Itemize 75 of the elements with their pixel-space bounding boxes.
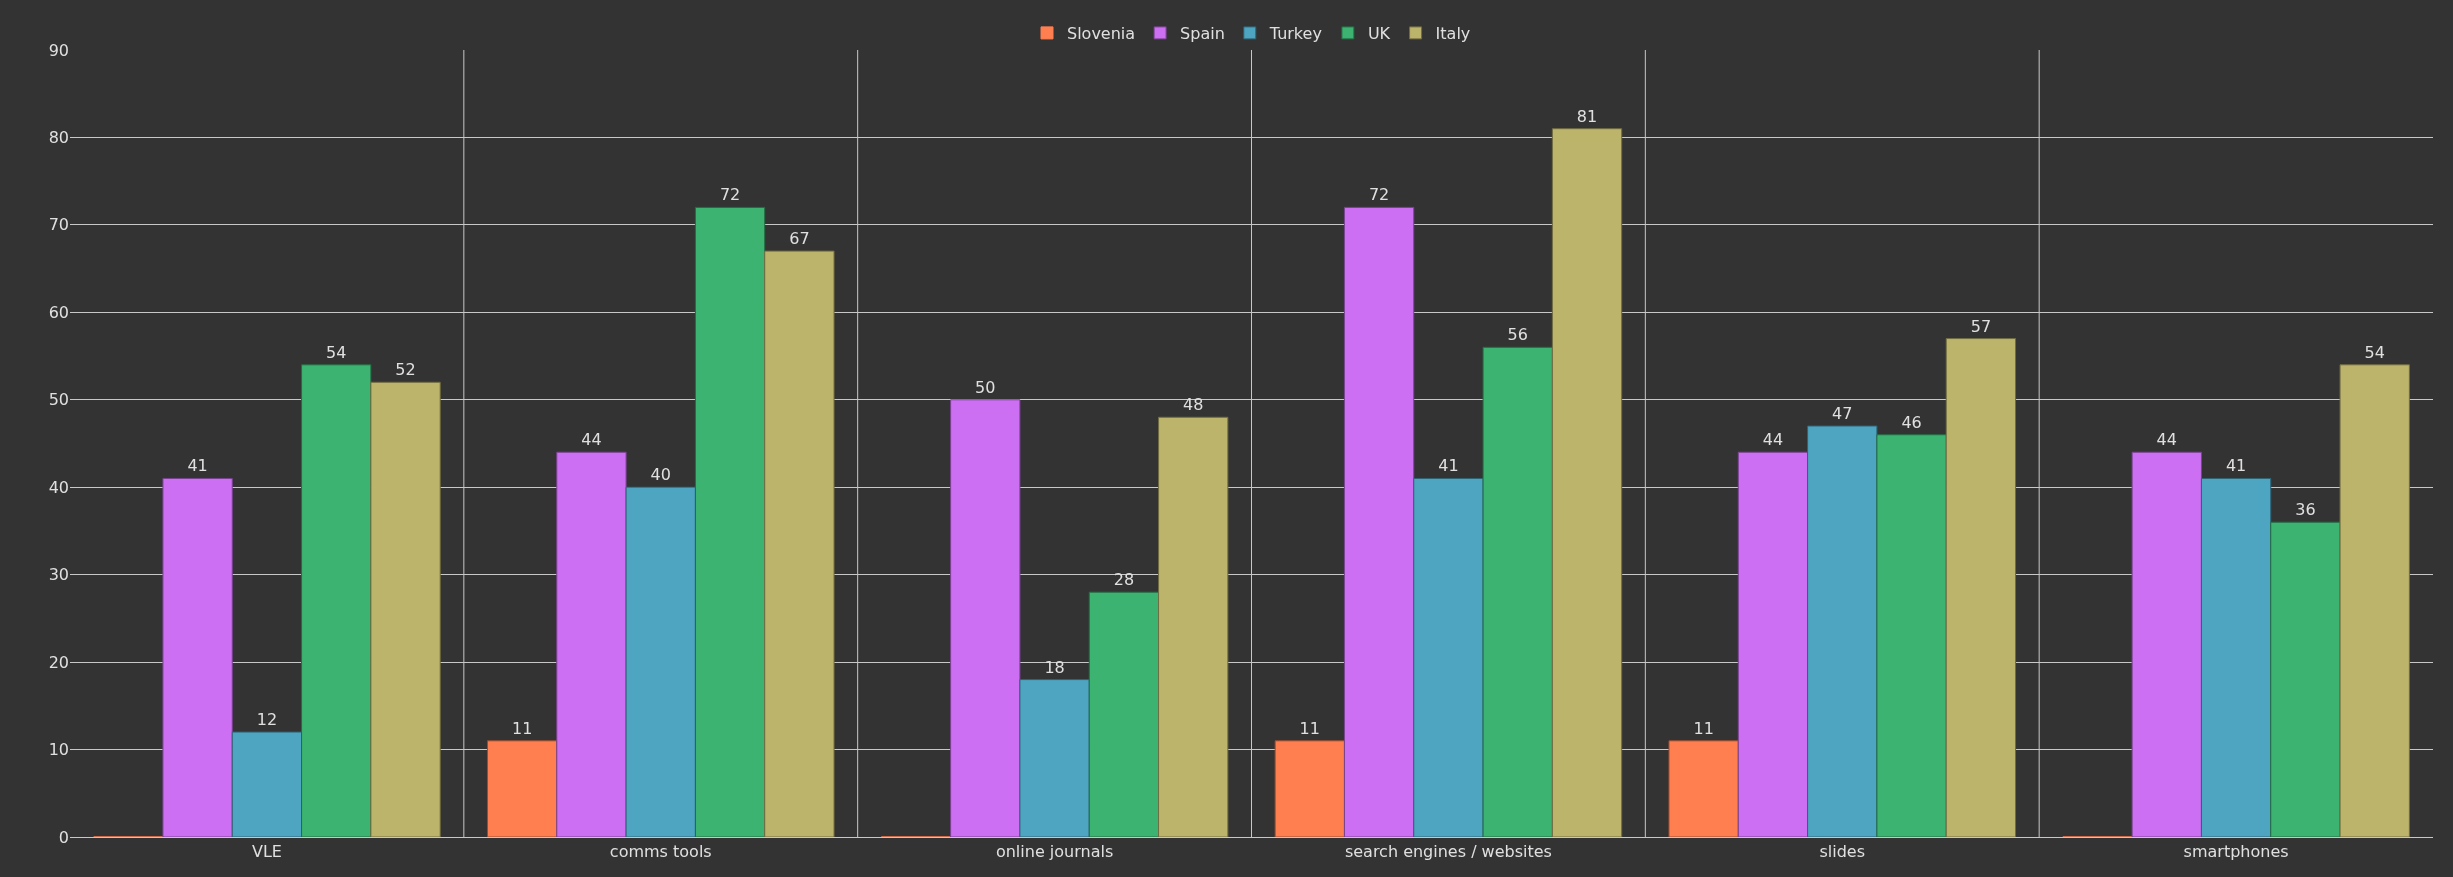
x-tick-label: comms tools — [609, 842, 712, 862]
data-label: 72 — [1368, 185, 1390, 205]
data-label: 57 — [1970, 316, 1992, 336]
data-label: 52 — [395, 360, 416, 380]
data-label: 12 — [256, 710, 278, 730]
bar — [1413, 477, 1484, 837]
bar — [1807, 425, 1878, 837]
bar — [950, 399, 1021, 837]
data-label: 72 — [719, 185, 741, 205]
data-label: 40 — [650, 465, 671, 485]
y-tick-label: 80 — [48, 128, 69, 148]
data-label: 11 — [1299, 718, 1320, 738]
bar — [694, 206, 766, 837]
y-tick-label: 10 — [48, 740, 69, 760]
y-tick-label: 40 — [48, 477, 69, 497]
bar — [2270, 521, 2341, 837]
bar — [1551, 128, 1623, 837]
x-tick-label: VLE — [251, 842, 282, 862]
data-label: 41 — [187, 456, 208, 476]
data-label: 11 — [511, 718, 533, 738]
bar — [1668, 740, 1739, 837]
data-label: 18 — [1044, 657, 1065, 677]
x-tick-label: slides — [1819, 842, 1866, 862]
bar — [2200, 477, 2272, 837]
bar — [1876, 434, 1947, 837]
bar — [1019, 679, 1090, 837]
y-tick-label: 70 — [48, 215, 69, 235]
y-tick-label: 50 — [48, 390, 69, 410]
bar — [1158, 416, 1229, 837]
bar — [370, 381, 441, 837]
data-label: 44 — [1762, 430, 1784, 450]
legend-label: Italy — [1435, 24, 1471, 44]
data-label: 67 — [789, 229, 810, 249]
data-label: 46 — [1901, 412, 1922, 432]
bar — [2131, 451, 2202, 837]
data-label: 50 — [975, 377, 996, 397]
bar — [556, 451, 627, 837]
y-tick-label: 60 — [48, 302, 69, 322]
bar — [1737, 451, 1809, 837]
x-tick-label: search engines / websites — [1344, 842, 1552, 862]
data-label: 41 — [2225, 456, 2247, 476]
data-label: 48 — [1183, 395, 1204, 415]
bar — [2339, 364, 2410, 837]
data-label: 56 — [1507, 325, 1528, 345]
y-tick-label: 30 — [48, 565, 69, 585]
legend-label: UK — [1367, 24, 1391, 44]
bar — [1088, 591, 1160, 837]
legend-label: Turkey — [1268, 24, 1322, 44]
data-label: 28 — [1113, 570, 1135, 590]
y-tick-label: 20 — [48, 652, 69, 672]
y-tick-label: 0 — [58, 827, 69, 847]
bar — [625, 486, 696, 837]
data-label: 54 — [326, 342, 347, 362]
bar — [1343, 206, 1415, 837]
data-label: 54 — [2364, 342, 2385, 362]
bar — [1274, 740, 1345, 837]
x-tick-label: smartphones — [2183, 842, 2289, 862]
data-label: 44 — [2156, 430, 2177, 450]
data-label: 36 — [2295, 500, 2316, 520]
bar — [1482, 346, 1553, 837]
bar — [162, 477, 233, 837]
bar — [301, 364, 372, 837]
data-label: 11 — [1693, 718, 1714, 738]
data-label: 44 — [581, 430, 602, 450]
data-label: 47 — [1832, 404, 1853, 424]
bar — [1945, 338, 2017, 837]
bar — [231, 731, 303, 837]
x-tick-label: online journals — [995, 842, 1114, 862]
y-tick-label: 90 — [48, 40, 69, 60]
bar — [764, 250, 835, 837]
bar — [486, 740, 558, 837]
data-label: 41 — [1438, 456, 1459, 476]
data-label: 81 — [1576, 106, 1598, 126]
legend-label: Spain — [1180, 24, 1225, 44]
legend-label: Slovenia — [1067, 24, 1136, 44]
